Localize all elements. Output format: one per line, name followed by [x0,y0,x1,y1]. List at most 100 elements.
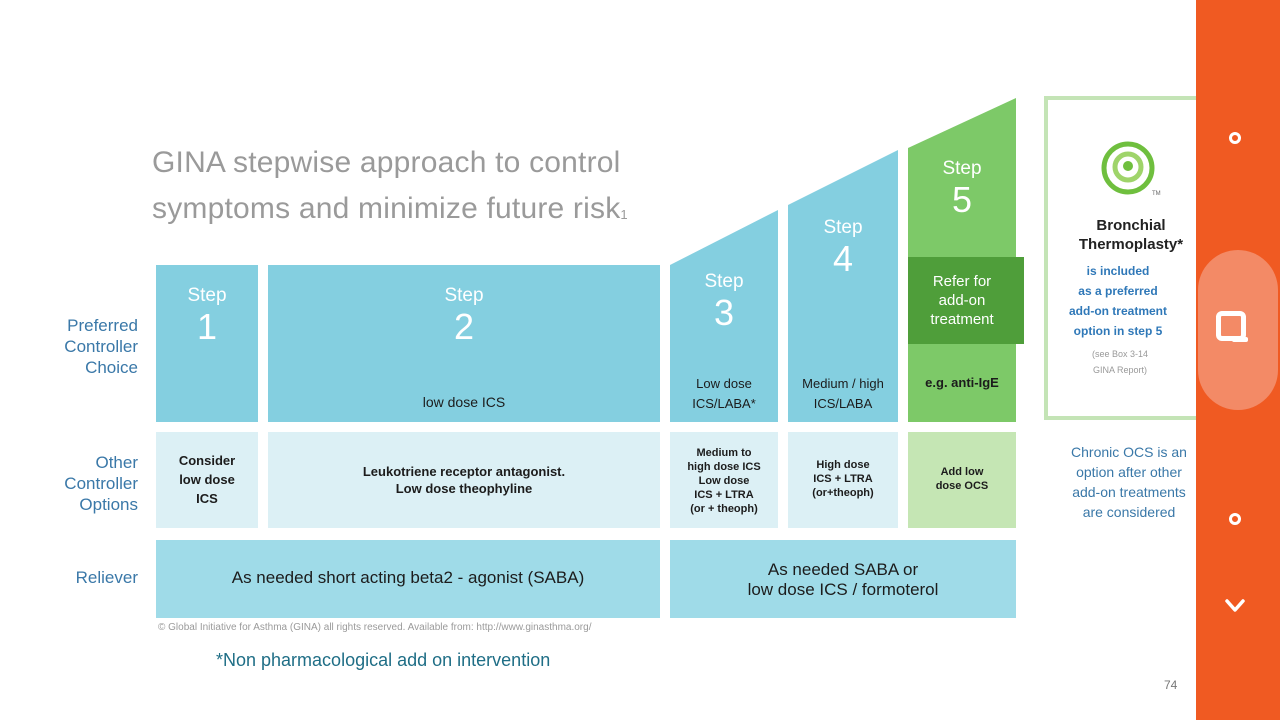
bt-body: is included as a preferred add-on treatm… [1056,261,1180,341]
step-4-shape [788,150,898,422]
chevron-down-icon[interactable] [1225,596,1245,616]
other-step-1-line-1: Consider [178,453,236,468]
bt-see-note: (see Box 3-14 GINA Report) [1070,346,1170,378]
other-step-3-line-3: Low dose [698,475,750,487]
search-icon-tail [1232,337,1248,342]
step-5-number: 5 [951,179,973,220]
other-step-3-line-2: high dose ICS [687,461,761,473]
other-step-5-line-1: Add low [940,466,984,478]
logo-tm: TM [1152,191,1161,197]
bt-body-line-2: as a preferred [1078,284,1158,298]
step-4-number: 4 [832,238,854,279]
other-step-4-line-2: ICS + LTRA [813,473,873,485]
step-2-number: 2 [453,306,475,347]
page-number: 74 [1164,678,1178,692]
reliever-right-line-1: As needed SABA or [767,560,919,579]
reliever-left-text: As needed short acting beta2 - agonist (… [231,568,585,587]
slide-title: GINA stepwise approach to control sympto… [152,140,712,232]
bt-body-line-1: is included [1086,264,1150,278]
reliever-right-line-2: low dose ICS / formoterol [747,580,939,599]
footnote: *Non pharmacological add on intervention [216,650,551,670]
row-label-other: Other Controller Options [40,452,138,515]
other-step-2-line-1: Leukotriene receptor antagonist. [362,464,566,479]
step-5-preferred: e.g. anti-IgE [925,375,999,390]
chronic-line-2: option after other [1076,464,1182,480]
other-step-2-line-2: Low dose theophyline [395,481,533,496]
step-4-preferred: Medium / high ICS/LABA [788,374,898,414]
other-step-4-text: High dose ICS + LTRA (or+theoph) [788,458,898,500]
other-step-2-box [268,432,660,528]
other-step-5-line-2: dose OCS [935,480,989,492]
circle-icon-lower[interactable] [1229,513,1241,525]
row-label-reliever: Reliever [75,568,138,587]
other-step-3-box [670,432,778,528]
search-icon[interactable] [1216,311,1246,341]
other-step-1-text: Consider low dose ICS [156,451,258,508]
bt-title-line-1: Bronchial [1096,217,1166,234]
refer-line-1: Refer for [932,273,992,290]
reliever-left-box [156,540,660,618]
refer-box [908,257,1024,344]
other-step-1-line-3: ICS [196,491,218,506]
step-1-box [156,265,258,422]
step-2-box [268,265,660,422]
bt-body-line-3: add-on treatment [1068,304,1167,318]
step-3-preferred: Low dose ICS/LABA* [670,374,778,414]
chronic-line-1: Chronic OCS is an [1071,444,1187,460]
other-step-4-box [788,432,898,528]
step-3-preferred-1: Low dose [696,376,752,391]
title-line-2: symptoms and minimize future risk1 [152,186,712,232]
step-1-number: 1 [196,306,218,347]
step-2-preferred: low dose ICS [422,394,506,410]
title-footnote-mark: 1 [620,207,628,222]
row-label-preferred-1: Preferred [67,316,138,335]
row-label-other-1: Other [95,453,138,472]
title-line-1: GINA stepwise approach to control [152,146,621,179]
step-4-label: Step [823,217,863,238]
bt-see-line-2: GINA Report) [1092,365,1148,375]
reliever-right-text: As needed SABA or low dose ICS / formote… [670,560,1016,600]
other-step-3-line-5: (or + theoph) [690,503,758,515]
other-step-1-line-2: low dose [179,472,235,487]
other-step-3-text: Medium to high dose ICS Low dose ICS + L… [670,446,778,516]
other-step-5-box [908,432,1016,528]
other-step-4-line-1: High dose [816,459,870,471]
step-3-shape [670,210,778,422]
search-button[interactable] [1198,250,1278,410]
other-step-5-text: Add low dose OCS [908,465,1016,493]
circle-icon[interactable] [1229,132,1241,144]
bt-see-line-1: (see Box 3-14 [1091,349,1149,359]
step-3-label: Step [704,271,744,292]
other-step-3-line-1: Medium to [696,447,752,459]
step-3-number: 3 [713,292,735,333]
refer-text: Refer for add-on treatment [908,272,1016,329]
other-step-4-line-3: (or+theoph) [812,487,874,499]
step-5-label: Step [942,158,982,179]
chronic-ocs-note: Chronic OCS is an option after other add… [1054,442,1196,522]
refer-line-3: treatment [930,311,994,328]
bronchial-thermoplasty-panel [1044,96,1196,420]
refer-line-2: add-on [938,292,986,309]
bt-body-line-4: option in step 5 [1073,324,1163,338]
row-label-preferred: Preferred Controller Choice [40,315,138,378]
other-step-2-text: Leukotriene receptor antagonist. Low dos… [268,463,660,497]
row-label-preferred-2: Controller [64,337,138,356]
chronic-line-4: are considered [1082,504,1176,520]
step-2-label: Step [444,285,484,306]
row-label-preferred-3: Choice [85,358,138,377]
reliever-right-box [670,540,1016,618]
chronic-line-3: add-on treatments [1072,484,1186,500]
step-1-label: Step [187,285,227,306]
other-step-3-line-4: ICS + LTRA [694,489,754,501]
title-line-2-text: symptoms and minimize future risk [152,192,621,225]
step-4-preferred-1: Medium / high [802,376,884,391]
thermoplasty-logo: TM [1101,141,1161,197]
row-label-other-2: Controller [64,474,138,493]
other-step-1-box [156,432,258,528]
copyright-notice: © Global Initiative for Asthma (GINA) al… [158,622,592,633]
bt-title: Bronchial Thermoplasty* [1046,216,1196,254]
step-4-preferred-2: ICS/LABA [813,396,873,411]
row-label-other-3: Options [79,495,138,514]
slide: GINA stepwise approach to control sympto… [40,96,1196,692]
step-3-preferred-2: ICS/LABA* [692,396,756,411]
